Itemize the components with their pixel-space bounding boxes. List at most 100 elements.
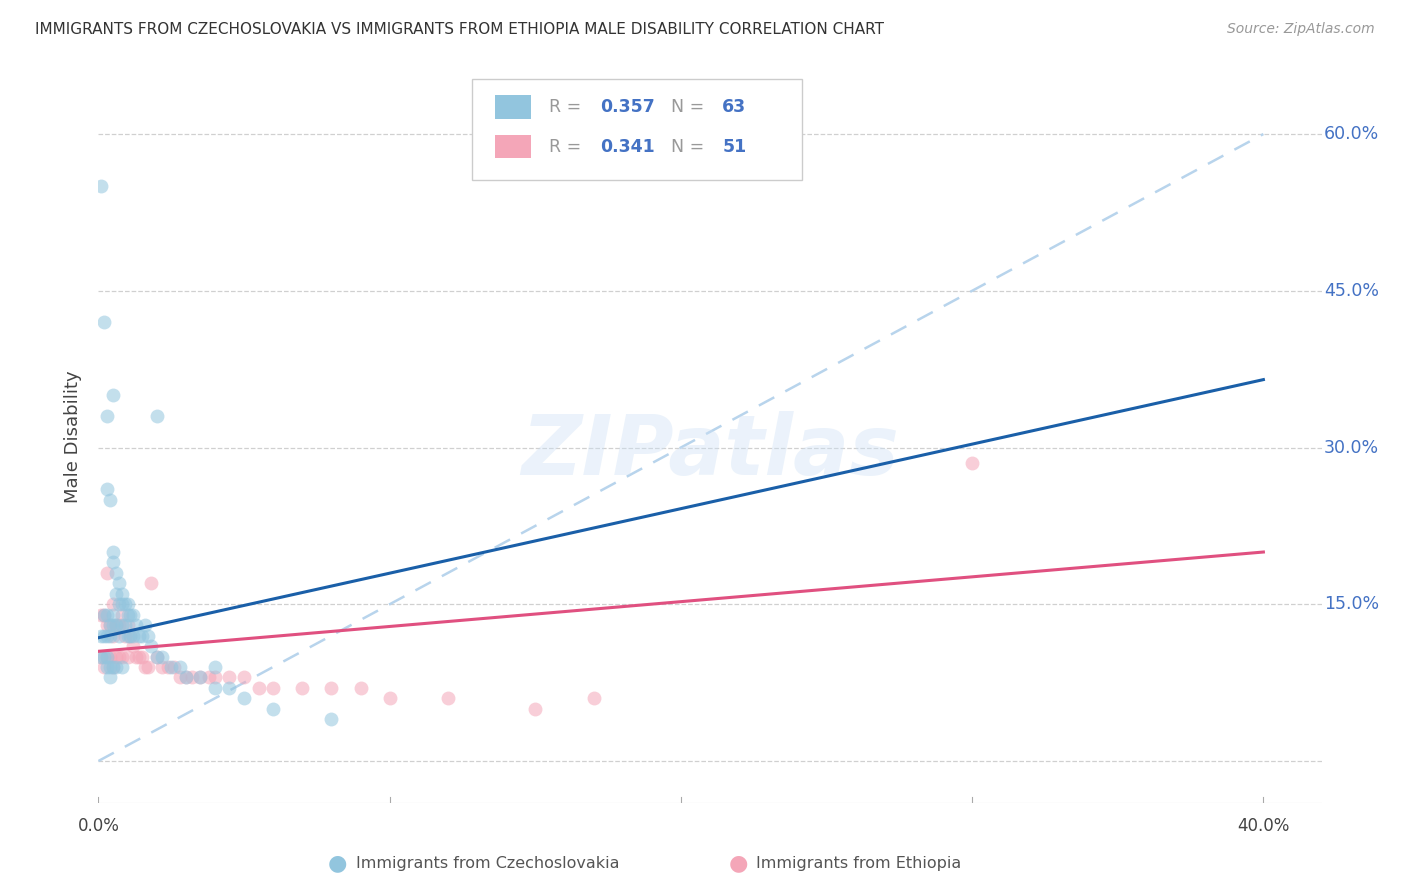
Point bbox=[101, 618, 124, 632]
Point bbox=[262, 702, 284, 716]
Text: Source: ZipAtlas.com: Source: ZipAtlas.com bbox=[1227, 22, 1375, 37]
Point bbox=[262, 681, 284, 695]
Y-axis label: Male Disability: Male Disability bbox=[65, 371, 83, 503]
Point bbox=[218, 670, 240, 684]
Point bbox=[139, 639, 162, 653]
Point bbox=[198, 670, 221, 684]
Point bbox=[93, 660, 115, 674]
Text: 45.0%: 45.0% bbox=[1324, 282, 1379, 300]
Point bbox=[111, 618, 134, 632]
Point bbox=[111, 607, 134, 622]
Point bbox=[145, 649, 167, 664]
Point bbox=[321, 681, 343, 695]
Bar bbox=[495, 95, 531, 119]
Point bbox=[104, 566, 127, 580]
Text: 15.0%: 15.0% bbox=[1324, 595, 1379, 614]
Point bbox=[524, 702, 547, 716]
Point bbox=[122, 629, 145, 643]
Point bbox=[122, 607, 145, 622]
Point bbox=[93, 607, 115, 622]
Point bbox=[96, 618, 118, 632]
Point bbox=[104, 618, 127, 632]
Point bbox=[90, 649, 112, 664]
Point bbox=[128, 629, 150, 643]
Text: IMMIGRANTS FROM CZECHOSLOVAKIA VS IMMIGRANTS FROM ETHIOPIA MALE DISABILITY CORRE: IMMIGRANTS FROM CZECHOSLOVAKIA VS IMMIGR… bbox=[35, 22, 884, 37]
Point bbox=[125, 649, 148, 664]
Point bbox=[291, 681, 314, 695]
Point bbox=[114, 618, 136, 632]
Point bbox=[174, 670, 197, 684]
Point bbox=[108, 597, 131, 611]
Text: 0.0%: 0.0% bbox=[77, 817, 120, 836]
Point bbox=[117, 649, 139, 664]
Point bbox=[96, 566, 118, 580]
Point bbox=[120, 607, 142, 622]
Point bbox=[139, 576, 162, 591]
Point bbox=[169, 660, 191, 674]
Point bbox=[108, 629, 131, 643]
Text: R =: R = bbox=[548, 137, 586, 156]
Point bbox=[90, 629, 112, 643]
Point bbox=[101, 629, 124, 643]
Point bbox=[378, 691, 401, 706]
Point bbox=[108, 649, 131, 664]
Point bbox=[120, 629, 142, 643]
Point bbox=[188, 670, 212, 684]
Point bbox=[204, 670, 226, 684]
Point bbox=[98, 492, 121, 507]
Point bbox=[247, 681, 270, 695]
Text: ●: ● bbox=[328, 854, 347, 873]
Point bbox=[152, 660, 174, 674]
Text: 51: 51 bbox=[723, 137, 747, 156]
Point bbox=[188, 670, 212, 684]
Text: 40.0%: 40.0% bbox=[1237, 817, 1289, 836]
Point bbox=[108, 618, 131, 632]
Point bbox=[128, 649, 150, 664]
Text: 63: 63 bbox=[723, 98, 747, 116]
Text: R =: R = bbox=[548, 98, 586, 116]
Point bbox=[233, 670, 256, 684]
Text: Immigrants from Czechoslovakia: Immigrants from Czechoslovakia bbox=[356, 856, 619, 871]
Point bbox=[96, 607, 118, 622]
Point bbox=[233, 691, 256, 706]
Point bbox=[104, 660, 127, 674]
Point bbox=[131, 629, 153, 643]
Point bbox=[169, 670, 191, 684]
Point bbox=[117, 618, 139, 632]
Point bbox=[101, 388, 124, 402]
Bar bbox=[495, 135, 531, 159]
Point bbox=[117, 597, 139, 611]
Point bbox=[90, 179, 112, 194]
Text: 30.0%: 30.0% bbox=[1324, 439, 1379, 457]
Point bbox=[96, 629, 118, 643]
Point bbox=[104, 649, 127, 664]
Point bbox=[204, 660, 226, 674]
Point bbox=[98, 670, 121, 684]
Point bbox=[131, 649, 153, 664]
Point bbox=[321, 712, 343, 726]
Point bbox=[114, 597, 136, 611]
Point bbox=[349, 681, 371, 695]
Point bbox=[180, 670, 202, 684]
Point bbox=[98, 618, 121, 632]
Text: 60.0%: 60.0% bbox=[1324, 125, 1379, 143]
Point bbox=[125, 618, 148, 632]
Point bbox=[98, 618, 121, 632]
Point bbox=[204, 681, 226, 695]
Point bbox=[145, 409, 167, 424]
Point bbox=[93, 607, 115, 622]
Text: Immigrants from Ethiopia: Immigrants from Ethiopia bbox=[756, 856, 962, 871]
Point bbox=[90, 649, 112, 664]
Point bbox=[101, 660, 124, 674]
Point bbox=[134, 660, 156, 674]
Point bbox=[111, 660, 134, 674]
Point bbox=[101, 545, 124, 559]
Text: N =: N = bbox=[671, 137, 710, 156]
Point bbox=[101, 607, 124, 622]
Point bbox=[96, 649, 118, 664]
Point bbox=[111, 649, 134, 664]
Point bbox=[136, 660, 159, 674]
Point bbox=[96, 649, 118, 664]
Point bbox=[96, 660, 118, 674]
Point bbox=[114, 629, 136, 643]
